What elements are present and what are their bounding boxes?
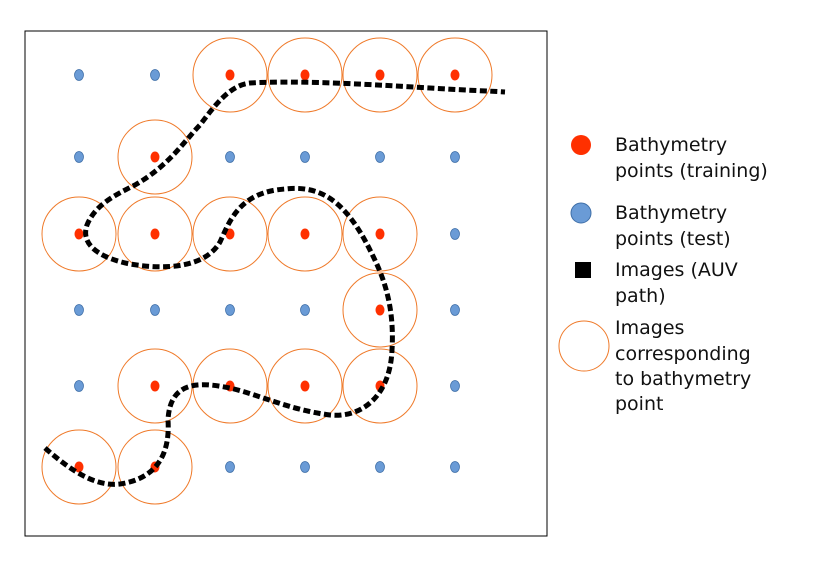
training-point-r2-c0 <box>74 228 84 240</box>
training-point-r2-c3 <box>300 228 310 240</box>
legend-images-marker <box>558 320 610 372</box>
image-circle-r2-c4 <box>342 196 418 272</box>
test-point-r3-c5 <box>450 304 460 316</box>
image-circle-r0-c4 <box>342 37 418 113</box>
training-point-r2-c1 <box>150 228 160 240</box>
legend-training-line-1: Bathymetry <box>615 134 727 156</box>
legend-images-line-2: corresponding <box>615 343 751 365</box>
test-point-r1-c3 <box>300 151 310 163</box>
test-point-r4-c0 <box>74 380 84 392</box>
legend-test-line-2: points (test) <box>615 228 731 250</box>
training-point-r4-c1 <box>150 380 160 392</box>
image-circle-r2-c1 <box>117 196 193 272</box>
auv-path <box>43 79 506 487</box>
test-point-r3-c3 <box>300 304 310 316</box>
legend-training-marker <box>571 135 591 155</box>
plot-frame <box>24 30 548 537</box>
training-point-r2-c4 <box>375 228 385 240</box>
image-circle-r2-c2 <box>192 196 268 272</box>
training-point-r0-c2 <box>225 69 235 81</box>
training-point-r0-c4 <box>375 69 385 81</box>
image-circle-r4-c3 <box>267 348 343 424</box>
legend-item-training: Bathymetry points (training) <box>571 134 768 182</box>
legend-images-line-1: Images <box>615 317 684 339</box>
legend-item-auv: Images (AUV path) <box>575 259 738 307</box>
image-circle-r0-c2 <box>192 37 268 113</box>
test-point-r5-c4 <box>375 461 385 473</box>
legend-images-line-4: point <box>615 393 663 415</box>
legend-auv-line-2: path) <box>615 285 666 307</box>
legend-auv-line-1: Images (AUV <box>615 259 738 281</box>
test-point-r0-c1 <box>150 69 160 81</box>
legend-test-line-1: Bathymetry <box>615 202 727 224</box>
legend-images-line-3: to bathymetry <box>615 368 751 390</box>
test-point-r5-c5 <box>450 461 460 473</box>
test-point-r1-c2 <box>225 151 235 163</box>
image-circle-r0-c5 <box>417 37 493 113</box>
image-circle-r3-c4 <box>342 272 418 348</box>
test-point-r0-c0 <box>74 69 84 81</box>
test-point-r1-c4 <box>375 151 385 163</box>
test-point-r1-c0 <box>74 151 84 163</box>
test-point-r5-c3 <box>300 461 310 473</box>
image-circles-layer <box>41 37 493 505</box>
bathymetry-points-layer <box>74 69 460 473</box>
training-point-r4-c3 <box>300 380 310 392</box>
legend: Bathymetry points (training) Bathymetry … <box>558 134 768 415</box>
image-circle-r4-c4 <box>342 348 418 424</box>
legend-auv-marker <box>575 262 591 278</box>
image-circle-r5-c1 <box>117 429 193 505</box>
training-point-r0-c3 <box>300 69 310 81</box>
test-point-r1-c5 <box>450 151 460 163</box>
training-point-r2-c2 <box>225 228 235 240</box>
image-circle-r5-c0 <box>41 429 117 505</box>
training-point-r3-c4 <box>375 304 385 316</box>
legend-training-line-2: points (training) <box>615 160 768 182</box>
test-point-r5-c2 <box>225 461 235 473</box>
image-circle-r0-c3 <box>267 37 343 113</box>
training-point-r0-c5 <box>450 69 460 81</box>
test-point-r4-c5 <box>450 380 460 392</box>
test-point-r3-c2 <box>225 304 235 316</box>
image-circle-r2-c3 <box>267 196 343 272</box>
legend-item-test: Bathymetry points (test) <box>570 202 731 250</box>
training-point-r5-c0 <box>74 461 84 473</box>
image-circle-r1-c1 <box>117 119 193 195</box>
test-point-r3-c1 <box>150 304 160 316</box>
test-point-r3-c0 <box>74 304 84 316</box>
training-point-r1-c1 <box>150 151 160 163</box>
legend-test-marker <box>570 202 592 224</box>
legend-item-images: Images corresponding to bathymetry point <box>558 317 751 415</box>
image-circle-r2-c0 <box>41 196 117 272</box>
test-point-r2-c5 <box>450 228 460 240</box>
